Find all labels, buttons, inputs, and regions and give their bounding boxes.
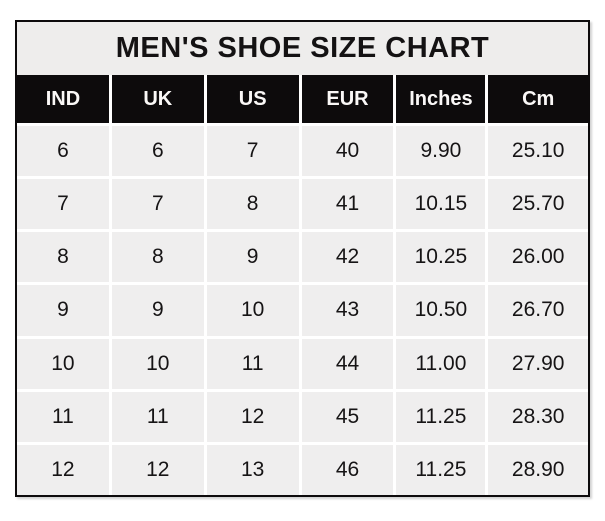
table-cell-r2-inches: 10.15 (396, 179, 486, 230)
table-cell-r5-uk: 10 (111, 338, 204, 389)
table-cell-r6-eur: 45 (301, 391, 394, 442)
table-cell-r7-cm: 28.90 (488, 444, 588, 495)
table-cell-r3-eur: 42 (301, 232, 394, 283)
table-cell-r5-inches: 11.00 (396, 338, 486, 389)
table-cell-r4-uk: 9 (111, 285, 204, 336)
table-cell-r3-uk: 8 (111, 232, 204, 283)
table-cell-r4-us: 10 (206, 285, 299, 336)
table-body: 6 6 7 40 9.90 25.10 7 7 8 41 10.15 25.70 8 8 9 42 10.25 2… (17, 123, 588, 495)
table-cell-r3-inches: 10.25 (396, 232, 486, 283)
shoe-size-chart: MEN'S SHOE SIZE CHART IND UK US EUR Inches Cm… (15, 20, 590, 497)
table-cell-r4-eur: 43 (301, 285, 394, 336)
table-cell-r3-ind: 8 (17, 232, 109, 283)
table-cell-r6-ind: 11 (17, 391, 109, 442)
table-cell-r3-cm: 26.00 (488, 232, 588, 283)
table-cell-r1-inches: 9.90 (396, 126, 486, 177)
chart-title: MEN'S SHOE SIZE CHART (17, 22, 588, 75)
table-cell-r2-ind: 7 (17, 179, 109, 230)
table-cell-r2-us: 8 (206, 179, 299, 230)
table-cell-r5-eur: 44 (301, 338, 394, 389)
table-cell-r4-ind: 9 (17, 285, 109, 336)
table-cell-r5-ind: 10 (17, 338, 109, 389)
table-cell-r3-us: 9 (206, 232, 299, 283)
table-cell-r7-us: 13 (206, 444, 299, 495)
column-header-inches: Inches (396, 75, 486, 123)
column-header-eur: EUR (301, 75, 394, 123)
table-cell-r5-us: 11 (206, 338, 299, 389)
column-header-us: US (206, 75, 299, 123)
table-cell-r6-us: 12 (206, 391, 299, 442)
table-cell-r2-cm: 25.70 (488, 179, 588, 230)
table-cell-r1-cm: 25.10 (488, 126, 588, 177)
table-cell-r6-uk: 11 (111, 391, 204, 442)
table-cell-r2-eur: 41 (301, 179, 394, 230)
table-cell-r7-eur: 46 (301, 444, 394, 495)
column-header-uk: UK (111, 75, 204, 123)
table-cell-r6-inches: 11.25 (396, 391, 486, 442)
table-header-row: IND UK US EUR Inches Cm (17, 75, 588, 123)
table-cell-r7-inches: 11.25 (396, 444, 486, 495)
table-cell-r1-ind: 6 (17, 126, 109, 177)
table-cell-r7-uk: 12 (111, 444, 204, 495)
table-cell-r6-cm: 28.30 (488, 391, 588, 442)
table-cell-r5-cm: 27.90 (488, 338, 588, 389)
table-cell-r4-cm: 26.70 (488, 285, 588, 336)
table-cell-r1-uk: 6 (111, 126, 204, 177)
table-cell-r4-inches: 10.50 (396, 285, 486, 336)
table-cell-r1-us: 7 (206, 126, 299, 177)
column-header-cm: Cm (488, 75, 588, 123)
column-header-ind: IND (17, 75, 109, 123)
table-cell-r2-uk: 7 (111, 179, 204, 230)
table-cell-r7-ind: 12 (17, 444, 109, 495)
table-cell-r1-eur: 40 (301, 126, 394, 177)
